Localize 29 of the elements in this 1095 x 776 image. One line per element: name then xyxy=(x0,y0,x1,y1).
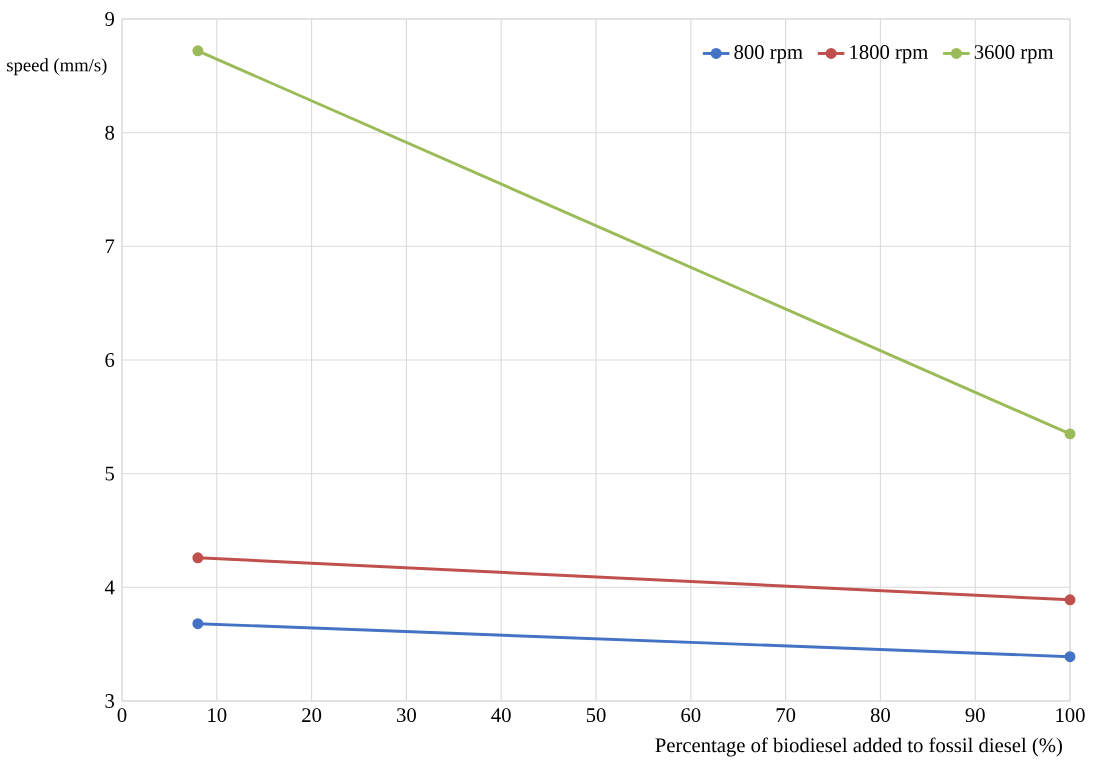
y-axis-title: speed (mm/s) xyxy=(7,58,107,76)
x-tick-label: 60 xyxy=(681,708,701,723)
y-tick-label: 5 xyxy=(105,466,115,481)
legend-label: 800 rpm xyxy=(734,45,803,64)
x-tick-label: 70 xyxy=(776,708,796,723)
y-tick-label: 8 xyxy=(105,125,115,140)
point xyxy=(1064,651,1076,663)
x-tick-label: 100 xyxy=(1056,708,1085,723)
point xyxy=(192,45,204,57)
x-tick-label: 10 xyxy=(208,708,227,723)
x-tick-label: 80 xyxy=(870,708,890,723)
x-tick-label: 20 xyxy=(302,708,322,723)
y-tick-label: 3 xyxy=(105,694,115,708)
x-tick-label: 90 xyxy=(965,708,985,723)
point xyxy=(1064,428,1076,440)
y-tick-label: 4 xyxy=(104,580,115,595)
legend-label: 1800 rpm xyxy=(850,45,928,64)
x-tick-label: 0 xyxy=(117,708,127,723)
x-tick-label: 40 xyxy=(491,708,511,723)
x-tick-label: 50 xyxy=(586,708,606,723)
y-tick-label: 7 xyxy=(105,239,115,254)
point xyxy=(1064,594,1076,606)
point xyxy=(192,618,204,630)
point xyxy=(192,552,204,564)
y-tick-label: 6 xyxy=(105,353,115,367)
x-tick-label: 30 xyxy=(397,708,416,723)
y-tick-label: 9 xyxy=(105,12,114,26)
legend-label: 3600 rpm xyxy=(974,45,1054,64)
x-axis-title: Percentage of biodiesel added to fossil diesel (%) xyxy=(655,737,1062,757)
